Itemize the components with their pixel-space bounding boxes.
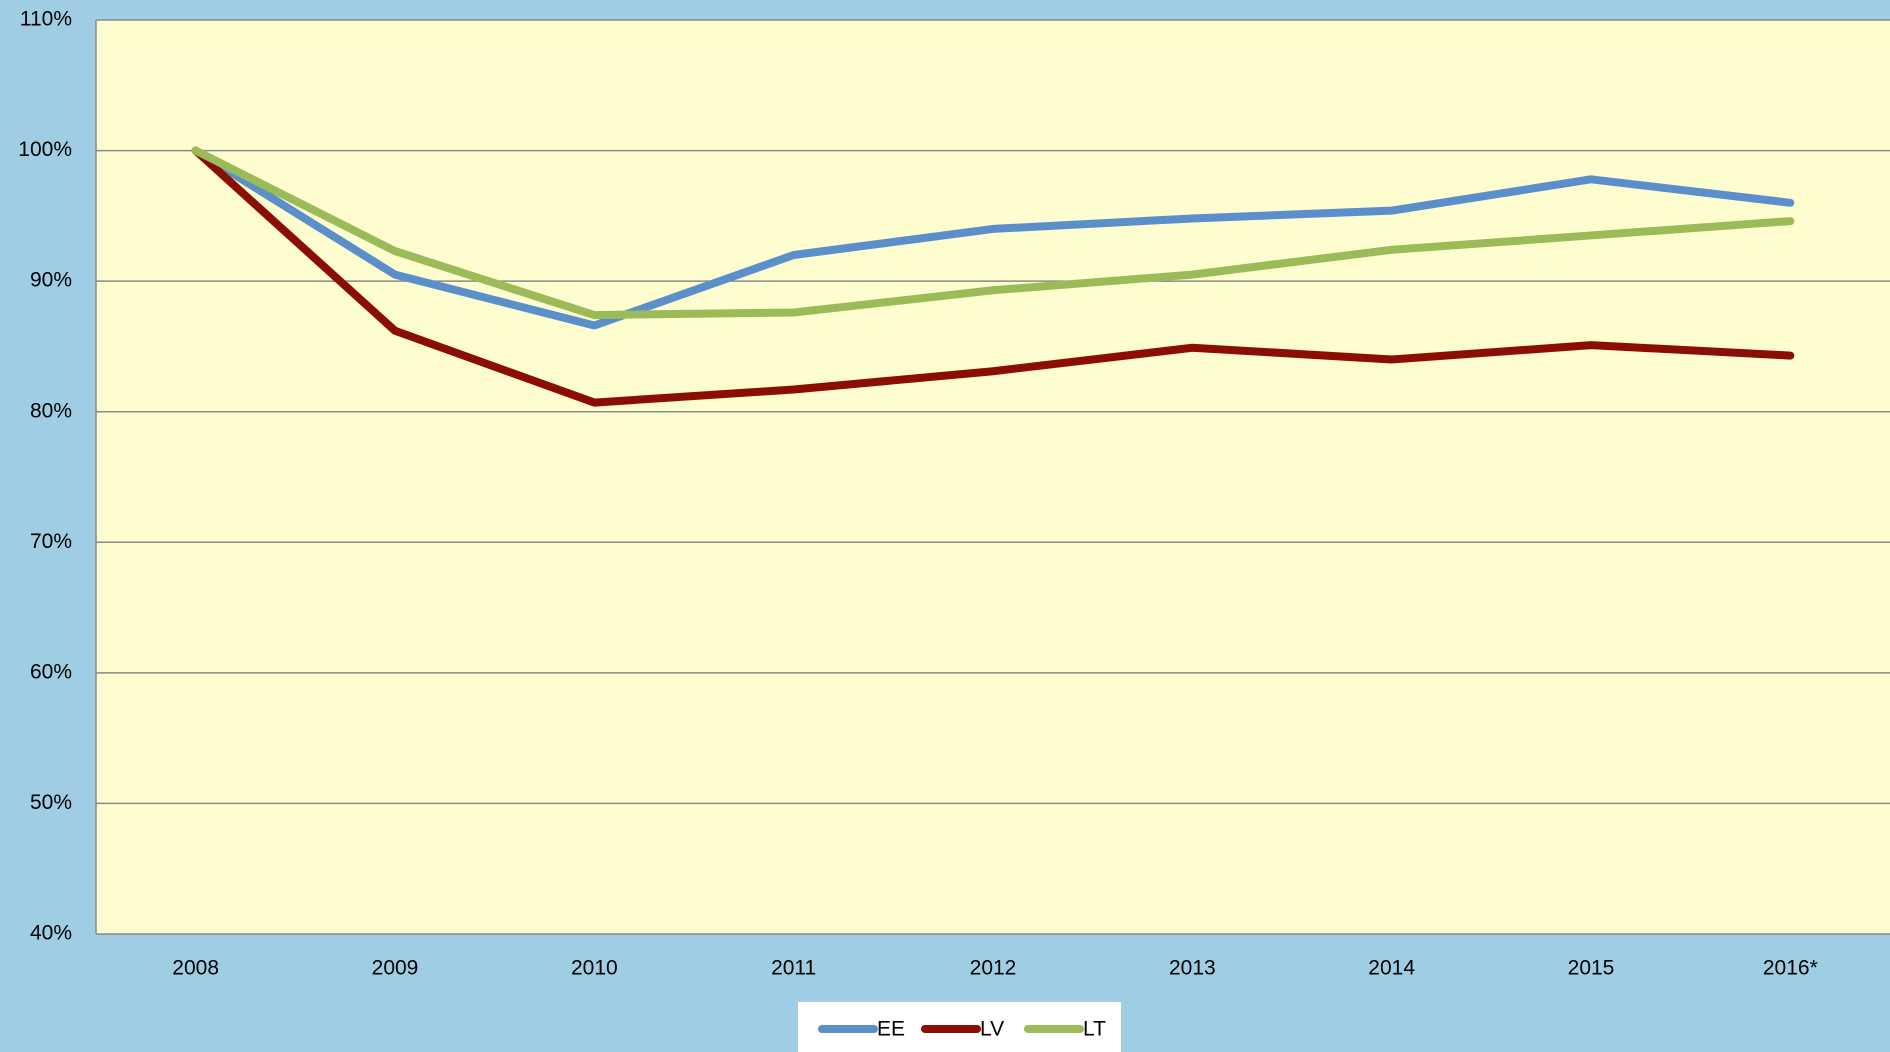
y-tick-label: 60% (30, 660, 72, 683)
legend-label: LT (1083, 1018, 1106, 1041)
y-tick-label: 100% (18, 138, 72, 161)
series-line (191, 146, 1795, 407)
x-tick-label: 2014 (1368, 957, 1415, 980)
x-tick-label: 2010 (571, 957, 618, 980)
x-tick-label: 2011 (771, 957, 816, 980)
y-tick-label: 80% (30, 399, 72, 422)
legend-label: EE (877, 1018, 905, 1041)
y-tick-label: 50% (30, 791, 72, 814)
x-tick-label: 2015 (1568, 957, 1615, 980)
y-tick-label: 90% (30, 269, 72, 292)
x-tick-label: 2009 (372, 957, 419, 980)
y-tick-label: 70% (30, 530, 72, 553)
series-line (191, 146, 1795, 320)
y-tick-label: 110% (20, 8, 72, 31)
plot-area (96, 20, 1890, 934)
y-tick-label: 40% (30, 922, 72, 945)
series-line (191, 146, 1795, 330)
x-tick-label: 2013 (1169, 957, 1216, 980)
x-tick-label: 2008 (172, 957, 219, 980)
legend-label: LV (980, 1018, 1004, 1041)
x-tick-label: 2012 (970, 957, 1017, 980)
x-tick-label: 2016* (1763, 957, 1818, 980)
